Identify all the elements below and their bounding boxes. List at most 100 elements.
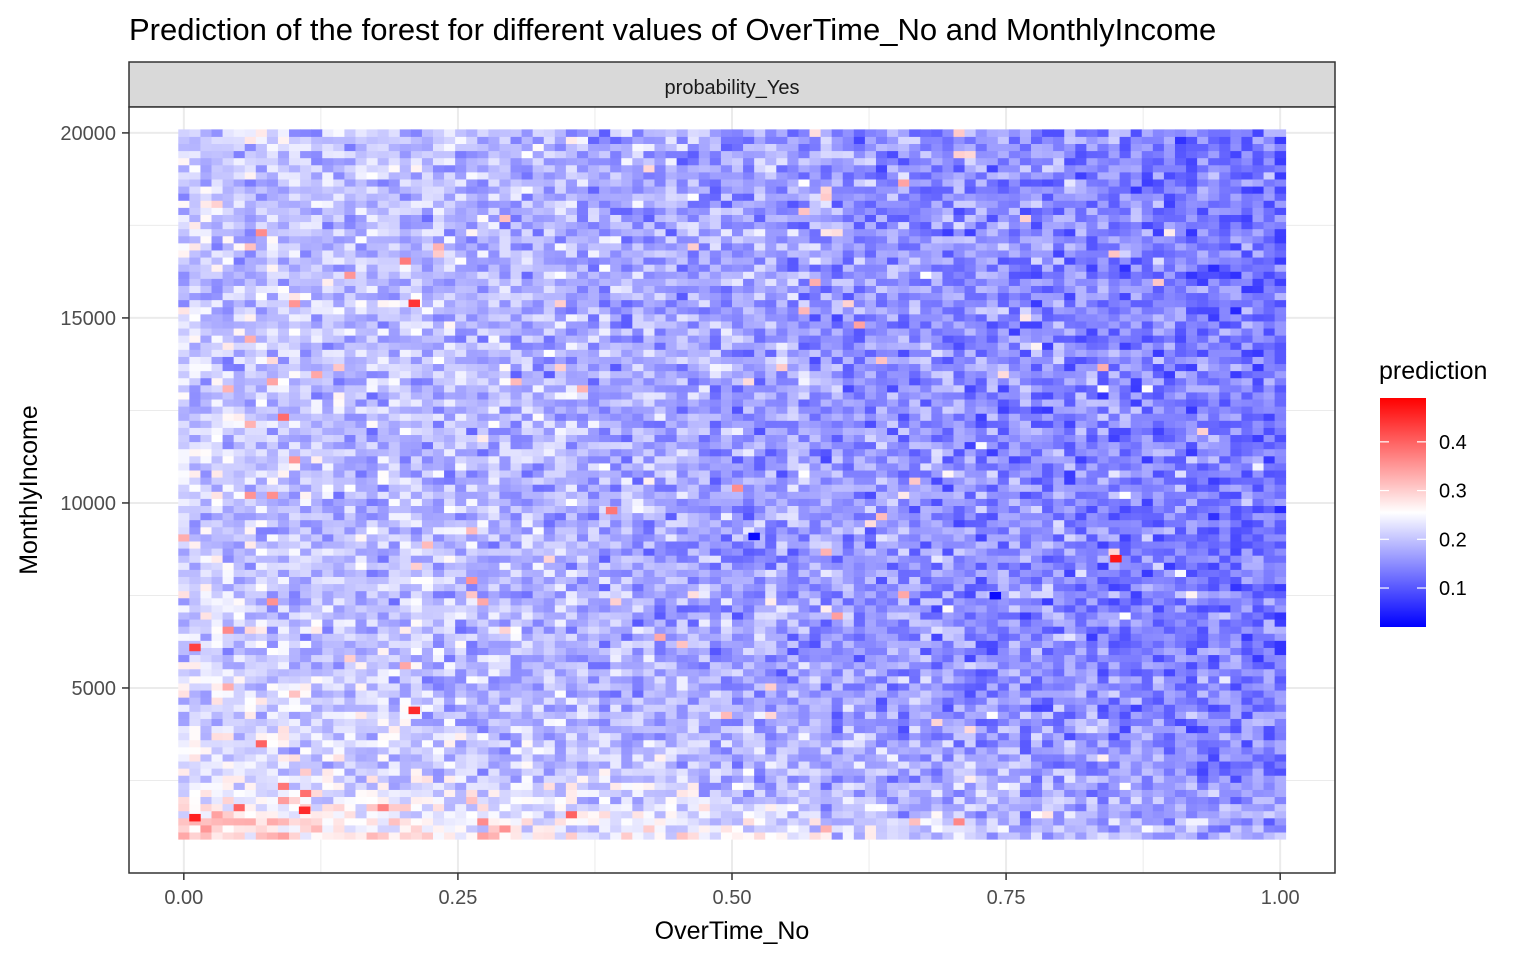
heatmap-cell [809, 746, 821, 755]
heatmap-cell [289, 604, 301, 613]
heatmap-cell [754, 519, 766, 528]
heatmap-cell [898, 832, 910, 840]
heatmap-cell [875, 519, 888, 528]
heatmap-cell [377, 683, 390, 691]
heatmap-cell [986, 789, 999, 798]
heatmap-cell [355, 484, 367, 492]
heatmap-cell [1130, 576, 1143, 585]
heatmap-cell [1274, 590, 1287, 599]
heatmap-cell [421, 675, 434, 684]
heatmap-cell [676, 505, 689, 514]
heatmap-cell [421, 512, 434, 521]
heatmap-cell [543, 690, 556, 698]
heatmap-cell [410, 597, 423, 606]
heatmap-cell [887, 754, 899, 762]
heatmap-cell [532, 761, 545, 769]
heatmap-cell [986, 739, 999, 748]
heatmap-cell [687, 761, 700, 769]
heatmap-cell [1186, 718, 1198, 727]
heatmap-cell [1075, 711, 1087, 719]
heatmap-cell [300, 640, 312, 648]
heatmap-cell [754, 604, 766, 613]
heatmap-cell [1097, 675, 1109, 684]
heatmap-cell [432, 640, 445, 648]
heatmap-cell [964, 782, 977, 790]
heatmap-cell [244, 697, 257, 705]
heatmap-cell [178, 526, 190, 535]
heatmap-cell [355, 732, 367, 741]
heatmap-cell [355, 526, 367, 535]
heatmap-cell [754, 725, 766, 734]
heatmap-cell [831, 555, 844, 563]
heatmap-cell [344, 825, 356, 833]
heatmap-cell [510, 519, 522, 528]
heatmap-cell [1219, 739, 1231, 748]
heatmap-cell [554, 690, 567, 698]
heatmap-cell [344, 775, 356, 783]
heatmap-cell [1208, 519, 1220, 528]
heatmap-cell [1230, 505, 1242, 514]
heatmap-cell [1263, 768, 1276, 776]
heatmap-cell [765, 796, 777, 805]
heatmap-cell [864, 754, 877, 762]
heatmap-cell [588, 640, 600, 648]
heatmap-cell [621, 803, 633, 812]
heatmap-cell [410, 590, 423, 599]
heatmap-cell [798, 661, 810, 670]
heatmap-cell [632, 590, 644, 599]
heatmap-cell [255, 562, 268, 570]
heatmap-cell [200, 505, 212, 514]
heatmap-cell [588, 803, 600, 812]
heatmap-cell [632, 704, 644, 712]
heatmap-cell [898, 825, 910, 833]
heatmap-cell [698, 562, 711, 570]
heatmap-cell [1031, 817, 1043, 826]
heatmap-cell [1008, 647, 1021, 656]
heatmap-cell [1230, 640, 1242, 648]
heatmap-cell [920, 711, 932, 719]
heatmap-cell [565, 576, 578, 585]
heatmap-cell [654, 612, 666, 620]
heatmap-cell [1219, 576, 1231, 585]
heatmap-cell [1019, 782, 1032, 790]
heatmap-cell [565, 668, 578, 677]
heatmap-cell [277, 505, 290, 514]
heatmap-cell [986, 576, 999, 585]
heatmap-cell [178, 612, 190, 620]
heatmap-cell [388, 548, 401, 556]
heatmap-cell [366, 541, 379, 549]
heatmap-cell [643, 612, 655, 620]
heatmap-cell [421, 796, 434, 805]
heatmap-cell [477, 704, 489, 712]
heatmap-cell [444, 619, 456, 627]
heatmap-cell [388, 796, 401, 805]
heatmap-cell [621, 612, 633, 620]
heatmap-cell [1163, 604, 1176, 613]
heatmap-cell [853, 548, 866, 556]
heatmap-cell [1042, 796, 1054, 805]
heatmap-cell [399, 768, 412, 776]
heatmap-cell [565, 640, 578, 648]
heatmap-cell [1075, 697, 1087, 705]
heatmap-cell [643, 512, 655, 521]
heatmap-cell [687, 732, 700, 741]
heatmap-cell [277, 555, 290, 563]
heatmap-cell [643, 526, 655, 535]
heatmap-cell [1252, 619, 1264, 627]
heatmap-cell [355, 612, 367, 620]
heatmap-cell [654, 633, 666, 641]
heatmap-cell [798, 583, 810, 592]
heatmap-cell [1219, 810, 1231, 819]
heatmap-cell [975, 796, 988, 805]
heatmap-cell [1130, 604, 1143, 613]
heatmap-cell [1031, 583, 1043, 592]
heatmap-cell [1241, 775, 1253, 783]
heatmap-cell [665, 555, 678, 563]
heatmap-cell [1230, 533, 1242, 542]
heatmap-cell [565, 484, 578, 492]
heatmap-cell [1064, 718, 1076, 727]
heatmap-cell [421, 597, 434, 606]
heatmap-cell [244, 612, 257, 620]
heatmap-cell [388, 789, 401, 798]
heatmap-cell [953, 512, 965, 521]
